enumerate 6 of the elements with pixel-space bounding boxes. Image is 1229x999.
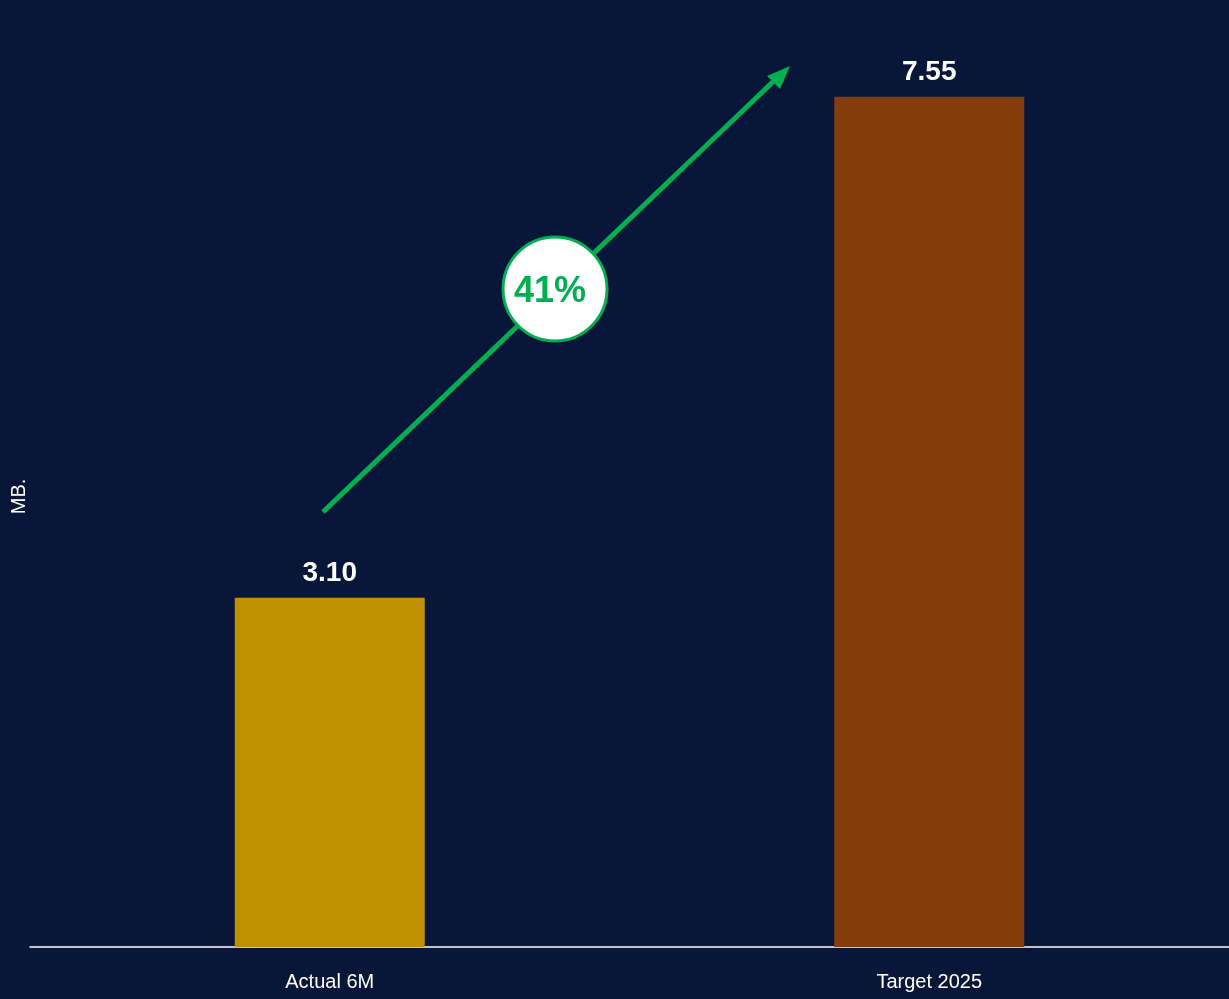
x-tick-label: Target 2025 (876, 970, 983, 992)
annotation: 41% (513, 269, 587, 310)
data-label: 7.55 (902, 55, 957, 87)
y-axis-title: MB. (7, 478, 29, 515)
data-label: 3.10 (302, 556, 357, 588)
x-tick-label: Actual 6M (285, 970, 375, 992)
